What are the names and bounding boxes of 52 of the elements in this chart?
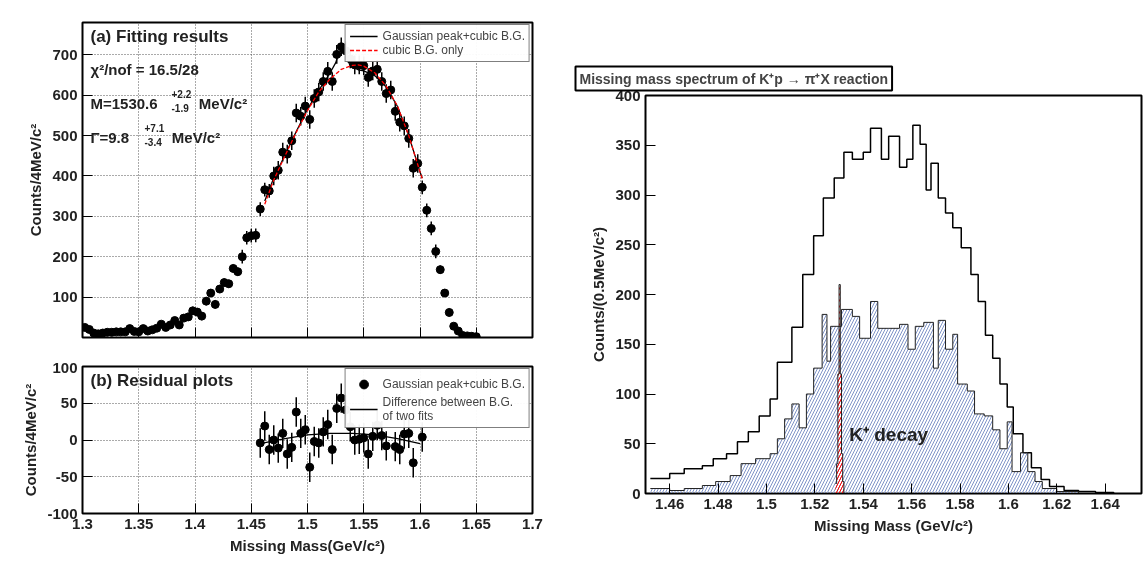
x-tick-label: 1.5 <box>756 494 777 512</box>
chart-title: (b) Residual plots <box>90 370 234 390</box>
legend-label: Difference between B.G. of two fits <box>382 395 514 423</box>
x-tick-label: 1.46 <box>655 494 685 512</box>
y-tick-label: 250 <box>615 235 641 253</box>
y-tick-label: 600 <box>52 86 78 104</box>
y-tick-label: 0 <box>69 431 78 448</box>
y-tick-label: 100 <box>52 288 78 306</box>
y-axis-title: Counts/4MeV/c² <box>22 383 40 497</box>
x-tick-label: 1.56 <box>897 494 927 512</box>
y-axis-title: Counts/4MeV/c² <box>27 123 45 237</box>
y-tick-label: 500 <box>52 126 78 144</box>
y-tick-label: 200 <box>52 247 78 265</box>
y-tick-label: 400 <box>52 166 78 184</box>
x-tick-label: 1.65 <box>461 514 491 532</box>
legend-label: Gaussian peak+cubic B.G. <box>382 29 525 43</box>
y-tick-label: 300 <box>52 207 78 225</box>
y-axis-title: Counts/(0.5MeV/c²) <box>590 226 608 363</box>
y-tick-label: 50 <box>60 394 78 412</box>
y-tick-label: 50 <box>623 434 641 452</box>
chart-title: Missing mass spectrum of K⁺p → π⁺X reaction <box>579 70 889 87</box>
y-tick-label: 200 <box>615 285 641 303</box>
y-tick-label: 100 <box>52 358 78 376</box>
y-tick-label: 100 <box>615 385 641 402</box>
x-tick-label: 1.7 <box>522 514 543 532</box>
x-tick-label: 1.5 <box>297 514 318 532</box>
x-tick-label: 1.64 <box>1090 494 1121 512</box>
y-tick-label: 700 <box>52 45 78 63</box>
annotation: χ²/nof = 16.5/28 <box>90 60 199 78</box>
y-tick-label: -50 <box>55 467 78 485</box>
x-tick-label: 1.48 <box>703 494 733 512</box>
x-tick-label: 1.45 <box>236 514 266 532</box>
x-tick-label: 1.58 <box>945 494 975 512</box>
chart-title: (a) Fitting results <box>90 26 229 46</box>
x-tick-label: 1.55 <box>349 514 379 532</box>
x-axis-title: Missing Mass(GeV/c²) <box>229 536 386 554</box>
series-label: K⁺ decay <box>849 424 929 446</box>
x-tick-label: 1.4 <box>184 514 207 532</box>
x-tick-label: 1.6 <box>998 494 1019 512</box>
x-axis-title: Missing Mass (GeV/c²) <box>813 516 974 534</box>
y-tick-label: 0 <box>632 484 641 502</box>
y-tick-label: 150 <box>615 335 641 353</box>
y-tick-label: 300 <box>615 186 641 203</box>
y-tick-label: 400 <box>615 86 641 104</box>
x-tick-label: 1.35 <box>124 514 154 532</box>
legend-label: cubic B.G. only <box>382 43 464 57</box>
x-tick-label: 1.62 <box>1042 494 1072 512</box>
x-tick-label: 1.6 <box>409 514 431 532</box>
x-tick-label: 1.54 <box>848 494 879 512</box>
x-tick-label: 1.52 <box>800 494 830 512</box>
legend-label: Gaussian peak+cubic B.G. <box>382 377 525 391</box>
y-tick-label: 350 <box>615 136 641 154</box>
